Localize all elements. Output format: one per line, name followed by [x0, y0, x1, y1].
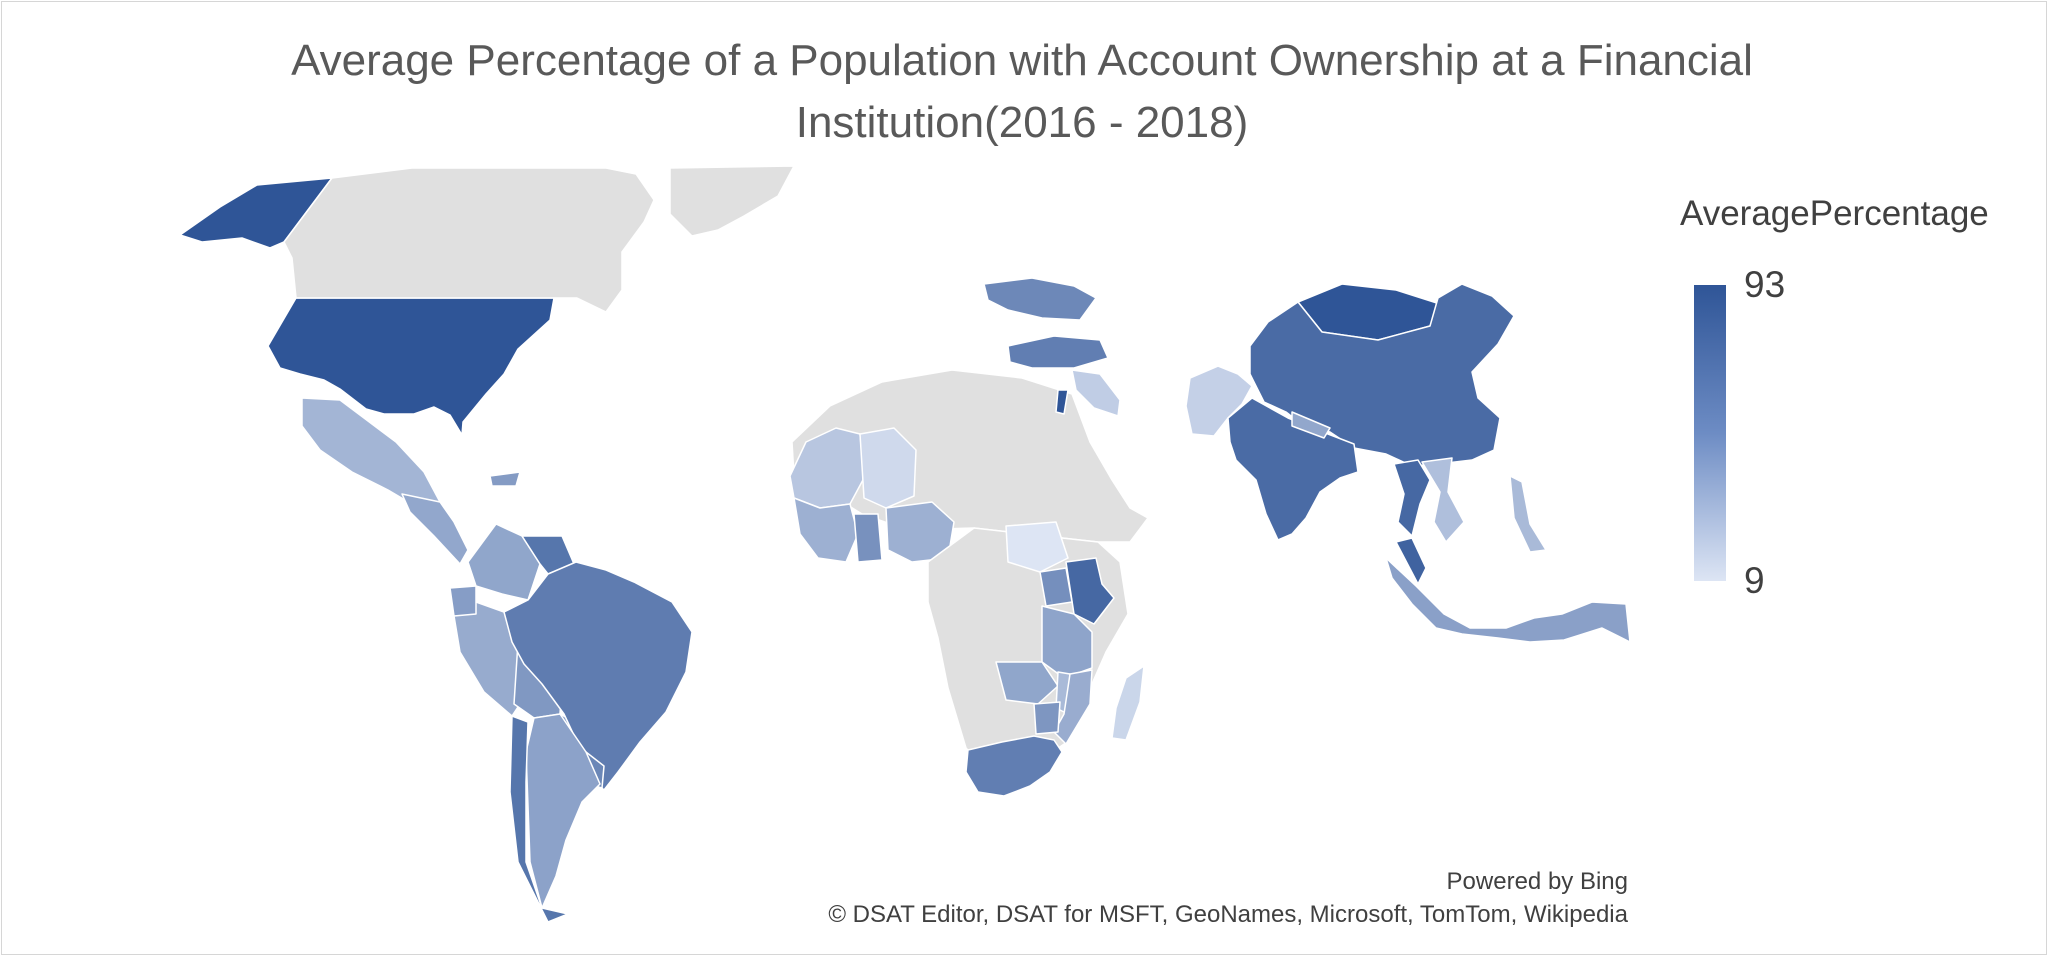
- region-ukraine: [983, 277, 1097, 321]
- region-israel: [1055, 389, 1069, 415]
- region-ecuador: [449, 585, 477, 617]
- region-thailand: [1393, 459, 1431, 537]
- region-nepal: [1291, 411, 1331, 439]
- region-turkey: [1007, 335, 1109, 369]
- legend-title: AveragePercentage: [1680, 194, 1989, 233]
- powered-by-text: Powered by Bing: [1446, 868, 1628, 895]
- map-copyright-text: © DSAT Editor, DSAT for MSFT, GeoNames, …: [828, 901, 1628, 928]
- region-vietnam: [1421, 457, 1465, 543]
- region-uganda: [1039, 567, 1073, 607]
- region-south-africa: [965, 735, 1063, 797]
- region-pakistan: [1185, 365, 1253, 437]
- region-zimbabwe: [1033, 701, 1061, 735]
- region-colombia: [467, 523, 541, 601]
- region-brazil: [503, 561, 693, 791]
- region-usa: [267, 297, 555, 436]
- region-malaysia: [1395, 537, 1427, 585]
- region-argentina: [525, 713, 601, 909]
- region-madagascar: [1111, 665, 1145, 741]
- region-south-sudan: [1005, 521, 1069, 573]
- region-philippines: [1509, 475, 1547, 553]
- region-indonesia: [1385, 557, 1631, 643]
- region-west-africa-coast: [793, 497, 859, 563]
- region-ghana: [853, 513, 883, 563]
- map-title: Average Percentage of a Population with …: [291, 36, 1753, 147]
- region-chile: [509, 715, 569, 923]
- region-hispaniola: [489, 471, 521, 487]
- region-zambia: [995, 661, 1059, 705]
- region-central-america: [401, 493, 469, 565]
- region-niger-region: [859, 427, 917, 509]
- region-mozambique: [1053, 669, 1093, 745]
- legend-max-label: 93: [1744, 264, 1786, 305]
- region-iraq: [1071, 369, 1121, 417]
- region-mexico: [301, 397, 441, 511]
- legend-color-scale: [1694, 285, 1726, 581]
- region-canada: [283, 167, 655, 313]
- legend-min-label: 9: [1744, 560, 1765, 601]
- region-greenland: [669, 165, 795, 237]
